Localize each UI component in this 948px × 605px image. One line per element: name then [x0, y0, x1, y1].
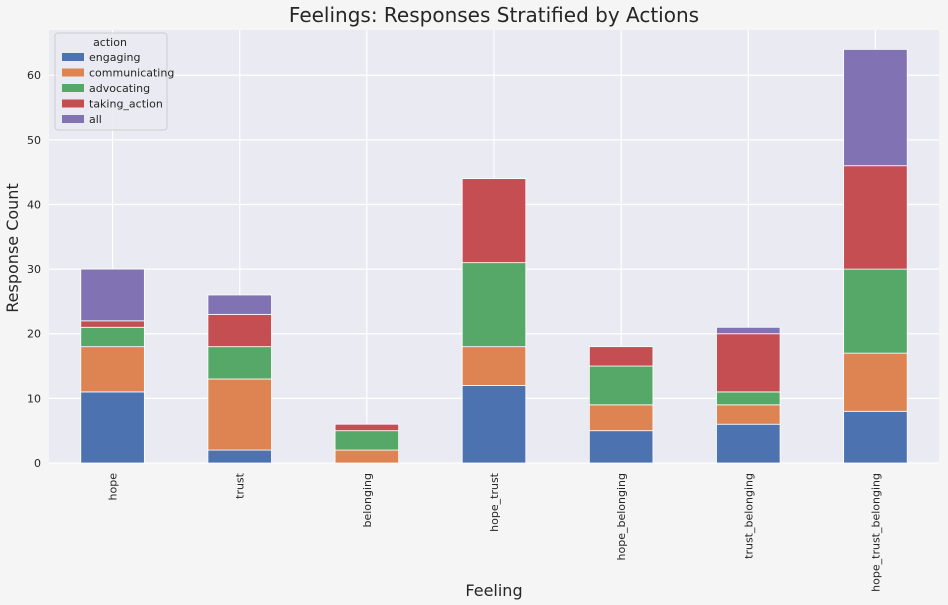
bar-segment-taking_action	[80, 320, 145, 328]
y-axis-title: Response Count	[3, 183, 22, 312]
legend-label: communicating	[89, 67, 174, 80]
bar-segment-taking_action	[334, 423, 400, 432]
bar-segment-all	[843, 48, 908, 167]
bar-segment-advocating	[588, 365, 654, 406]
bar-segment-communicating	[588, 404, 654, 432]
legend-swatch-taking_action	[62, 99, 84, 108]
bar-segment-engaging	[588, 430, 654, 464]
y-tick-label: 60	[27, 69, 41, 82]
bar-segment-advocating	[843, 268, 908, 354]
x-tick-label: trust_belonging	[742, 473, 755, 559]
bar-segment-engaging	[461, 385, 527, 464]
bar-segment-communicating	[80, 346, 145, 393]
bars	[80, 48, 908, 464]
bar-segment-advocating	[207, 346, 272, 380]
legend-swatch-communicating	[62, 68, 84, 77]
bar-segment-all	[80, 268, 145, 322]
x-axis-ticks: hope trust belonging hope_trust hope_belongi…	[107, 472, 883, 591]
bar-segment-engaging	[843, 410, 908, 464]
y-tick-label: 10	[27, 392, 41, 405]
y-tick-label: 20	[27, 328, 41, 341]
legend-label: advocating	[89, 82, 150, 95]
legend: action engaging communicating advocating ta…	[54, 32, 174, 131]
legend-label: all	[89, 113, 102, 126]
chart-title: Feelings: Responses Stratified by Action…	[289, 3, 699, 27]
x-tick-label: trust	[234, 472, 247, 499]
bar-segment-advocating	[716, 391, 781, 406]
legend-label: taking_action	[89, 98, 163, 111]
x-tick-label: hope_trust_belonging	[869, 473, 882, 592]
y-axis-ticks: 0 10 20 30 40 50 60	[27, 69, 41, 470]
bar-segment-communicating	[716, 404, 781, 425]
legend-swatch-engaging	[62, 53, 84, 61]
legend-items: engaging communicating advocating taking_ac…	[62, 51, 174, 126]
bar-segment-communicating	[334, 449, 400, 464]
y-tick-label: 30	[27, 263, 41, 276]
bar-segment-communicating	[461, 346, 527, 386]
legend-swatch-advocating	[62, 84, 84, 92]
bar-segment-communicating	[843, 352, 908, 412]
x-tick-label: belonging	[361, 473, 374, 528]
bar-segment-taking_action	[843, 165, 908, 270]
legend-title: action	[93, 36, 127, 49]
bar-segment-advocating	[334, 430, 400, 451]
x-axis-title: Feeling	[465, 581, 522, 600]
x-tick-label: hope_belonging	[615, 473, 628, 560]
y-tick-label: 0	[34, 457, 41, 470]
legend-label: engaging	[89, 51, 140, 64]
y-tick-label: 50	[27, 134, 41, 147]
bar-segment-advocating	[80, 326, 145, 348]
bar-segment-all	[207, 294, 272, 315]
bar-segment-engaging	[716, 423, 781, 464]
bar-segment-all	[716, 326, 781, 335]
bar-segment-taking_action	[461, 178, 527, 264]
bar-segment-communicating	[207, 378, 272, 451]
bar-segment-engaging	[80, 391, 145, 464]
bar-segment-taking_action	[207, 313, 272, 348]
bar-segment-engaging	[207, 449, 272, 464]
x-tick-label: hope	[107, 473, 120, 501]
bar-segment-advocating	[461, 262, 527, 348]
x-tick-label: hope_trust	[488, 472, 501, 531]
bar-segment-taking_action	[716, 333, 781, 393]
y-tick-label: 40	[27, 198, 41, 211]
bar-segment-taking_action	[588, 346, 654, 367]
legend-swatch-all	[62, 115, 84, 123]
